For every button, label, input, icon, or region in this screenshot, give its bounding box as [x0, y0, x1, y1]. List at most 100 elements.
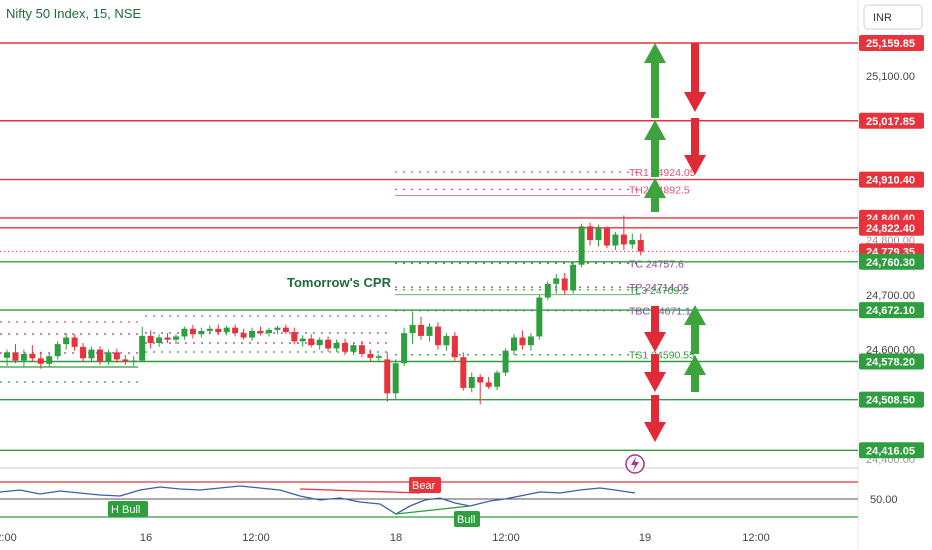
candle-body: [485, 382, 492, 387]
candle-body: [156, 337, 163, 344]
candle-body: [570, 264, 577, 291]
currency-button[interactable]: INR: [863, 4, 923, 30]
level-label-box: [859, 112, 924, 129]
candle-body: [206, 328, 213, 331]
candle-body: [223, 327, 230, 333]
level-label: 25,159.85: [866, 38, 915, 50]
level-label-box: [859, 219, 924, 236]
candle-body: [189, 328, 196, 335]
direction-arrows: [644, 43, 706, 442]
x-tick-label: 16: [140, 532, 152, 544]
down-arrow: [644, 354, 666, 392]
candle-body: [316, 339, 323, 346]
candle-body: [249, 330, 256, 338]
candle-body: [29, 353, 36, 359]
candle-body: [257, 330, 264, 334]
candle-body: [265, 329, 272, 334]
candle-body: [443, 335, 450, 346]
candle-body: [291, 332, 298, 342]
candle-body: [553, 278, 560, 284]
oscillator-line: [0, 485, 636, 515]
candle-body: [282, 327, 289, 333]
level-label-box: [859, 442, 924, 459]
candle-body: [358, 345, 365, 354]
candle-body: [418, 324, 425, 336]
candle-body: [375, 356, 382, 358]
candle-body: [181, 328, 188, 337]
candle-body: [434, 326, 441, 346]
bull-divergence-line: [395, 505, 471, 515]
level-label: 24,416.05: [866, 445, 915, 457]
candle-body: [637, 240, 644, 252]
level-label-box: [859, 253, 924, 270]
level-label: 25,017.85: [866, 116, 915, 128]
candle-body: [595, 228, 602, 241]
lightning-icon[interactable]: [625, 454, 645, 474]
candle-body: [198, 330, 205, 335]
candle-body: [511, 337, 517, 351]
candle-body: [502, 350, 509, 373]
x-tick-label: 18: [390, 532, 402, 544]
level-label-box: [859, 171, 924, 188]
down-arrow: [684, 118, 706, 175]
tomorrows-cpr-annotation: Tomorrow's CPR: [287, 275, 392, 290]
candle-body: [342, 343, 348, 352]
candle-body: [63, 337, 70, 345]
candle-body: [629, 240, 636, 245]
candle-body: [409, 324, 416, 334]
candle-body: [88, 349, 95, 359]
up-arrow: [644, 178, 666, 212]
down-arrow: [644, 306, 666, 352]
up-arrow: [684, 355, 706, 392]
candle-body: [37, 358, 44, 364]
cpr-label: TC 24757.6: [629, 258, 684, 270]
candle-body: [54, 344, 61, 357]
candle-body: [215, 328, 222, 333]
candle-body: [578, 226, 585, 265]
cpr-label: TBC 24671.1: [629, 306, 691, 318]
candle-body: [96, 349, 103, 362]
cpr-label: TL3 24709.2: [629, 285, 688, 297]
candle-body: [451, 335, 458, 358]
bull-tag: Bull: [457, 514, 475, 526]
candle-body: [333, 343, 340, 349]
candle-body: [4, 352, 10, 358]
candle-body: [113, 352, 120, 360]
up-arrow: [684, 305, 706, 354]
osc-level-label: 50.00: [870, 494, 898, 506]
x-tick-label: 12:00: [242, 532, 270, 544]
cpr-label: TS1 24590.55: [629, 350, 695, 362]
x-tick-label: 19: [639, 532, 651, 544]
candle-body: [367, 353, 374, 358]
candle-body: [460, 357, 467, 388]
candle-body: [240, 333, 247, 338]
y-tick-label: 25,100.00: [866, 71, 915, 83]
level-label-box: [859, 35, 924, 51]
candle-body: [494, 372, 501, 387]
candle-body: [350, 345, 357, 352]
level-label: 24,672.10: [866, 305, 915, 317]
hbull-tag: H Bull: [111, 504, 140, 516]
candle-body: [477, 376, 484, 383]
oscillator-pane: H Bull Bear Bull 50.00: [0, 477, 898, 527]
x-axis-ticks: 2:00 16 12:00 18 12:00 19 12:00: [0, 532, 770, 544]
candle-body: [620, 234, 627, 245]
candle-body: [519, 337, 526, 346]
cpr-label: TR1 24924.05: [629, 167, 696, 179]
candle-body: [401, 333, 408, 364]
currency-label: INR: [873, 12, 892, 24]
down-arrow: [644, 395, 666, 442]
candle-body: [384, 359, 391, 394]
x-tick-label: 2:00: [0, 532, 17, 544]
candle-body: [561, 278, 568, 291]
level-label: 24,910.40: [866, 175, 915, 187]
level-label: 24,822.40: [866, 223, 915, 235]
candle-body: [274, 327, 281, 330]
bull-tag-box: [454, 511, 480, 527]
candle-body: [122, 359, 129, 362]
candle-body: [603, 228, 610, 246]
candle-body: [12, 352, 19, 361]
candles: [4, 215, 644, 405]
x-tick-label: 12:00: [742, 532, 770, 544]
